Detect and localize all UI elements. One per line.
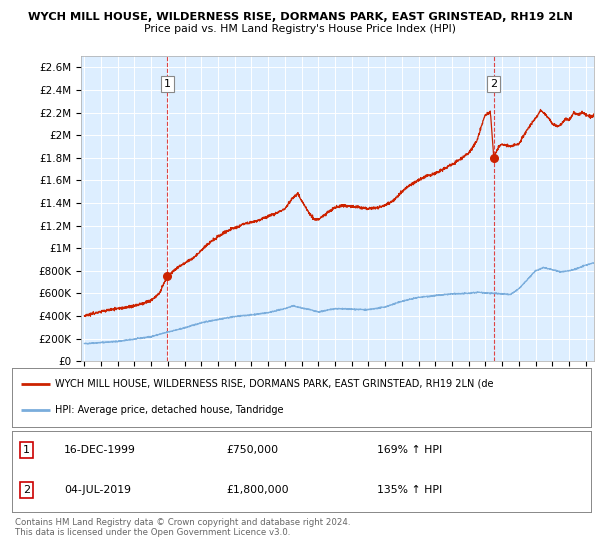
- Text: 16-DEC-1999: 16-DEC-1999: [64, 445, 136, 455]
- Text: 169% ↑ HPI: 169% ↑ HPI: [377, 445, 442, 455]
- Text: Contains HM Land Registry data © Crown copyright and database right 2024.
This d: Contains HM Land Registry data © Crown c…: [15, 518, 350, 538]
- Text: 2: 2: [23, 484, 30, 494]
- Text: 135% ↑ HPI: 135% ↑ HPI: [377, 484, 442, 494]
- Text: 1: 1: [23, 445, 30, 455]
- Text: WYCH MILL HOUSE, WILDERNESS RISE, DORMANS PARK, EAST GRINSTEAD, RH19 2LN (de: WYCH MILL HOUSE, WILDERNESS RISE, DORMAN…: [55, 379, 494, 389]
- Text: £750,000: £750,000: [226, 445, 278, 455]
- Text: 2: 2: [490, 80, 497, 89]
- Text: HPI: Average price, detached house, Tandridge: HPI: Average price, detached house, Tand…: [55, 405, 284, 416]
- Text: Price paid vs. HM Land Registry's House Price Index (HPI): Price paid vs. HM Land Registry's House …: [144, 24, 456, 34]
- Text: 1: 1: [164, 80, 171, 89]
- Text: 04-JUL-2019: 04-JUL-2019: [64, 484, 131, 494]
- Text: £1,800,000: £1,800,000: [226, 484, 289, 494]
- Text: WYCH MILL HOUSE, WILDERNESS RISE, DORMANS PARK, EAST GRINSTEAD, RH19 2LN: WYCH MILL HOUSE, WILDERNESS RISE, DORMAN…: [28, 12, 572, 22]
